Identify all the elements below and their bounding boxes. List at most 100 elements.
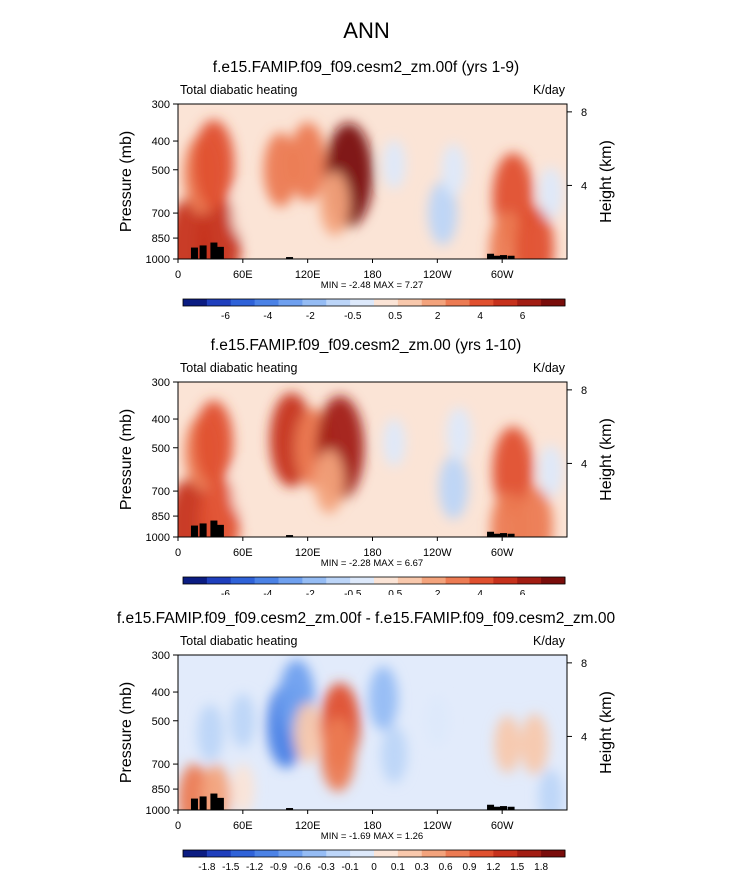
colorbar-cell-1 bbox=[206, 850, 232, 857]
y-axis-label: Pressure (mb) bbox=[118, 409, 135, 510]
colorbar-cell-15 bbox=[541, 850, 566, 857]
colorbar: -6 -4 -2 -0.5 0.5 2 4 6 bbox=[182, 576, 566, 600]
field-point-14 bbox=[538, 167, 563, 220]
units-label: K/day bbox=[533, 83, 566, 97]
field-contours bbox=[178, 392, 563, 537]
colorbar-cell-1 bbox=[206, 577, 232, 584]
field-point-3 bbox=[193, 120, 235, 210]
field-point-11 bbox=[492, 426, 534, 516]
field-plot-area bbox=[178, 104, 567, 259]
colorbar-cell-8 bbox=[374, 299, 399, 306]
topography-block-0 bbox=[190, 525, 198, 537]
topography-block-4 bbox=[286, 257, 294, 259]
colorbar-cell-9 bbox=[397, 850, 423, 857]
colorbar-cell-6 bbox=[326, 850, 351, 857]
topography-block-4 bbox=[286, 808, 294, 810]
topography-block-3 bbox=[216, 797, 224, 810]
x-tick-label: 60E bbox=[233, 269, 253, 281]
colorbar-frame bbox=[182, 576, 566, 585]
x-tick-label: 120W bbox=[423, 820, 452, 832]
y-tick-label: 850 bbox=[152, 233, 170, 245]
y-tick-label: 700 bbox=[152, 208, 170, 220]
colorbar-cell-8 bbox=[374, 850, 399, 857]
colorbar-cell-13 bbox=[493, 577, 518, 584]
x-tick-label: 0 bbox=[175, 269, 181, 281]
y2-axis: 8 4 Height (km) bbox=[567, 658, 615, 774]
colorbar-cell-9 bbox=[397, 577, 423, 584]
colorbar-cell-12 bbox=[469, 577, 494, 584]
y-axis-label: Pressure (mb) bbox=[118, 682, 135, 783]
colorbar-tick-label: 1.5 bbox=[510, 862, 524, 872]
colorbar-cell-5 bbox=[302, 577, 327, 584]
chart-panel-2: f.e15.FAMIP.f09_f09.cesm2_zm.00 (yrs 1-1… bbox=[118, 337, 615, 600]
colorbar-tick-label: -4 bbox=[263, 589, 272, 595]
y2-axis: 8 4 Height (km) bbox=[567, 385, 615, 501]
colorbar-frame bbox=[182, 298, 566, 307]
field-point-14 bbox=[538, 445, 563, 498]
topography-block-6 bbox=[493, 806, 501, 810]
field-point-1 bbox=[198, 477, 240, 537]
topography-block-0 bbox=[190, 247, 198, 259]
colorbar-tick-label: 6 bbox=[520, 589, 526, 595]
figure-title: ANN bbox=[343, 18, 390, 43]
topography-block-8 bbox=[507, 255, 515, 259]
field-point-7 bbox=[314, 449, 344, 514]
colorbar-tick-label: -0.6 bbox=[294, 862, 312, 872]
y-tick-label: 500 bbox=[152, 165, 170, 177]
colorbar-tick-label: 4 bbox=[477, 589, 483, 595]
colorbar-cell-4 bbox=[278, 850, 303, 857]
colorbar-cell-4 bbox=[278, 299, 303, 306]
panel-2: f.e15.FAMIP.f09_f09.cesm2_zm.00 (yrs 1-1… bbox=[0, 275, 733, 600]
topography-block-2 bbox=[210, 242, 218, 259]
field-point-3 bbox=[230, 693, 256, 748]
y2-axis-label: Height (km) bbox=[598, 418, 615, 501]
topography-block-3 bbox=[216, 246, 224, 259]
panel-title: f.e15.FAMIP.f09_f09.cesm2_zm.00f - f.e15… bbox=[117, 610, 616, 627]
x-tick-label: 120W bbox=[423, 269, 452, 281]
y2-tick-label: 8 bbox=[581, 107, 587, 119]
colorbar-cell-2 bbox=[230, 299, 256, 306]
y-tick-label: 500 bbox=[152, 716, 170, 728]
colorbar-cell-8 bbox=[374, 577, 399, 584]
y-tick-label: 400 bbox=[152, 687, 170, 699]
colorbar-tick-label: 0.6 bbox=[439, 862, 453, 872]
y-tick-label: 1000 bbox=[146, 254, 170, 266]
field-point-3 bbox=[194, 400, 233, 485]
colorbar-cell-3 bbox=[254, 299, 279, 306]
colorbar-cell-6 bbox=[326, 577, 351, 584]
colorbar-cell-10 bbox=[421, 299, 447, 306]
colorbar-cell-11 bbox=[445, 577, 470, 584]
y-tick-label: 1000 bbox=[146, 532, 170, 544]
colorbar-cell-3 bbox=[254, 577, 279, 584]
y-tick-label: 300 bbox=[152, 377, 170, 389]
topography-block-1 bbox=[199, 523, 207, 537]
colorbar-cell-6 bbox=[326, 299, 351, 306]
colorbar-tick-label: -6 bbox=[221, 311, 230, 320]
x-tick-label: 180 bbox=[363, 820, 381, 832]
topography-block-6 bbox=[493, 533, 501, 537]
y2-tick-label: 4 bbox=[581, 458, 587, 470]
colorbar-cell-10 bbox=[421, 850, 447, 857]
x-axis: 0 60E 120E 180 120W 60W bbox=[175, 810, 514, 832]
colorbar-cell-2 bbox=[230, 850, 256, 857]
y2-tick-label: 8 bbox=[581, 658, 587, 670]
colorbar: -1.8 -1.5 -1.2 -0.9 -0.6 -0.3 -0.1 0 0.1 0.3 0.6 0.… bbox=[182, 849, 566, 873]
colorbar-cell-10 bbox=[421, 577, 447, 584]
topography-block-2 bbox=[210, 793, 218, 810]
x-tick-label: 120E bbox=[295, 547, 321, 559]
x-tick-label: 60E bbox=[233, 820, 253, 832]
x-tick-label: 60E bbox=[233, 547, 253, 559]
colorbar-tick-label: -0.9 bbox=[270, 862, 288, 872]
field-point-11 bbox=[425, 695, 449, 747]
field-point-10 bbox=[446, 407, 472, 462]
colorbar-tick-label: -2 bbox=[306, 311, 315, 320]
colorbar-cell-14 bbox=[517, 299, 542, 306]
panel-title-group: f.e15.FAMIP.f09_f09.cesm2_zm.00f - f.e15… bbox=[117, 610, 616, 648]
topography-block-5 bbox=[487, 531, 495, 537]
y-tick-label: 300 bbox=[152, 99, 170, 111]
y2-tick-label: 8 bbox=[581, 385, 587, 397]
colorbar-tick-label: -6 bbox=[221, 589, 230, 595]
field-point-8 bbox=[383, 418, 406, 467]
field-point-13 bbox=[520, 713, 549, 775]
topography bbox=[190, 242, 515, 259]
